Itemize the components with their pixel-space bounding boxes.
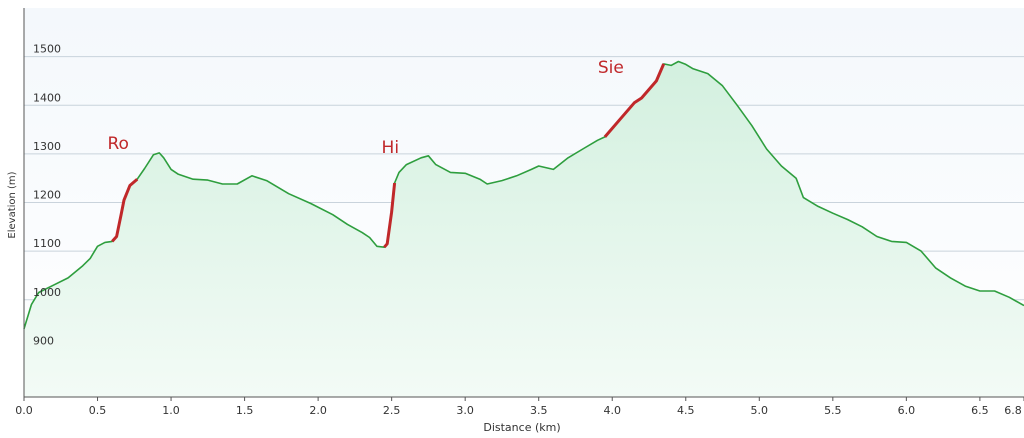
x-tick-label: 2.0 xyxy=(309,404,327,417)
x-tick-label: 3.5 xyxy=(530,404,548,417)
y-tick-label: 1200 xyxy=(33,189,61,202)
y-tick-label: 1400 xyxy=(33,91,61,104)
x-tick-label: 4.0 xyxy=(603,404,621,417)
y-axis-title: Elevation (m) xyxy=(7,171,18,238)
y-tick-label: 1000 xyxy=(33,286,61,299)
x-tick-label: 6.0 xyxy=(898,404,916,417)
x-tick-label: 5.0 xyxy=(751,404,769,417)
x-tick-label: 1.5 xyxy=(236,404,254,417)
x-tick-label: 6.8 xyxy=(1004,404,1022,417)
y-tick-label: 1100 xyxy=(33,237,61,250)
annotation: Hi xyxy=(382,138,400,158)
y-tick-label: 900 xyxy=(33,334,54,347)
climb-line xyxy=(111,63,666,249)
annotation: Ro xyxy=(108,134,129,154)
x-tick-label: 6.5 xyxy=(971,404,989,417)
y-tick-label: 1500 xyxy=(33,43,61,56)
labels: 900 1000 1100 1200 1300 1400 1500 0.0 0.5 1.0 1.5 2… xyxy=(15,43,1022,417)
x-tick-label: 2.5 xyxy=(383,404,401,417)
x-tick-label: 0.0 xyxy=(15,404,33,417)
area-fill xyxy=(24,61,1024,398)
elevation-line xyxy=(23,60,1024,330)
marks xyxy=(23,60,1024,398)
annotation: Sie xyxy=(598,58,624,78)
x-axis-title: Distance (km) xyxy=(483,421,560,434)
y-tick-label: 1300 xyxy=(33,140,61,153)
x-tick-label: 0.5 xyxy=(89,404,107,417)
x-tick-label: 4.5 xyxy=(677,404,695,417)
x-tick-label: 3.0 xyxy=(456,404,474,417)
x-tick-label: 1.0 xyxy=(162,404,180,417)
x-tick-label: 5.5 xyxy=(824,404,842,417)
